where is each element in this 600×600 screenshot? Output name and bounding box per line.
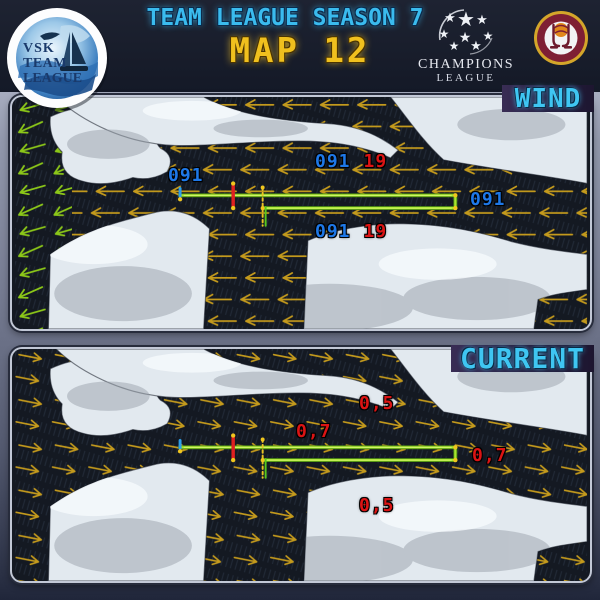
wind-map-graphic xyxy=(14,97,590,329)
current-map-title: CURRENT xyxy=(459,342,585,375)
wind-direction-value: 091 xyxy=(168,165,204,186)
wind-map-panel: 091 091 19 091 091 19 WIND xyxy=(10,84,594,331)
svg-text:★: ★ xyxy=(470,39,482,54)
league-badge-icon xyxy=(534,11,588,65)
champions-starball-icon: ★ ★ ★ ★ ★ ★ ★ ★ CHAMPIONS LEAGUE xyxy=(418,7,514,84)
wind-direction-value: 091 xyxy=(315,151,351,172)
current-band: CURRENT xyxy=(451,342,594,375)
current-map: 0,5 0,7 0,7 0,5 xyxy=(10,347,592,583)
wind-speed-value: 19 xyxy=(363,151,388,172)
wind-direction-label: 091 xyxy=(470,191,506,209)
champions-league-logo: ★ ★ ★ ★ ★ ★ ★ ★ CHAMPIONS LEAGUE xyxy=(406,2,526,86)
champions-word: CHAMPIONS xyxy=(418,57,514,72)
current-speed-value: 0,5 xyxy=(359,495,395,516)
current-map-panel: 0,5 0,7 0,7 0,5 CURRENT xyxy=(10,342,594,583)
svg-text:★: ★ xyxy=(457,7,475,31)
current-speed-label: 0,5 xyxy=(359,497,395,515)
svg-text:TEAM: TEAM xyxy=(23,56,67,71)
svg-text:★: ★ xyxy=(476,13,488,28)
svg-text:★: ★ xyxy=(459,30,472,46)
wind-speed-value: 19 xyxy=(363,221,388,242)
wind-direction-value: 091 xyxy=(470,189,506,210)
current-speed-label: 0,7 xyxy=(472,447,508,465)
current-speed-label: 0,7 xyxy=(296,423,332,441)
wind-band: WIND xyxy=(502,83,594,114)
wind-direction-value: 091 xyxy=(315,221,351,242)
svg-text:★: ★ xyxy=(444,11,456,26)
page-subtitle: MAP 12 xyxy=(229,31,371,71)
svg-text:★: ★ xyxy=(439,27,450,41)
current-speed-value: 0,5 xyxy=(359,393,395,414)
wind-map-title: WIND xyxy=(514,83,582,114)
current-speed-value: 0,7 xyxy=(296,421,332,442)
svg-text:★: ★ xyxy=(483,29,494,43)
vsk-logo-icon: VSK TEAM LEAGUE xyxy=(7,8,109,111)
current-speed-value: 0,7 xyxy=(472,445,508,466)
svg-text:★: ★ xyxy=(449,39,460,53)
page-title: TEAM LEAGUE SEASON 7 xyxy=(146,5,424,31)
wind-direction-speed-label: 091 19 xyxy=(315,153,387,171)
wind-direction-speed-label: 091 19 xyxy=(315,223,387,241)
wind-map: 091 091 19 091 091 19 xyxy=(10,95,592,331)
svg-text:LEAGUE: LEAGUE xyxy=(23,71,82,86)
vsk-team-league-logo: VSK TEAM LEAGUE xyxy=(6,6,110,124)
wind-direction-label: 091 xyxy=(168,167,204,185)
league-word: LEAGUE xyxy=(437,72,496,84)
current-speed-label: 0,5 xyxy=(359,395,395,413)
svg-text:VSK: VSK xyxy=(23,41,55,56)
league-badge-logo xyxy=(532,9,590,67)
current-map-graphic xyxy=(14,349,590,581)
